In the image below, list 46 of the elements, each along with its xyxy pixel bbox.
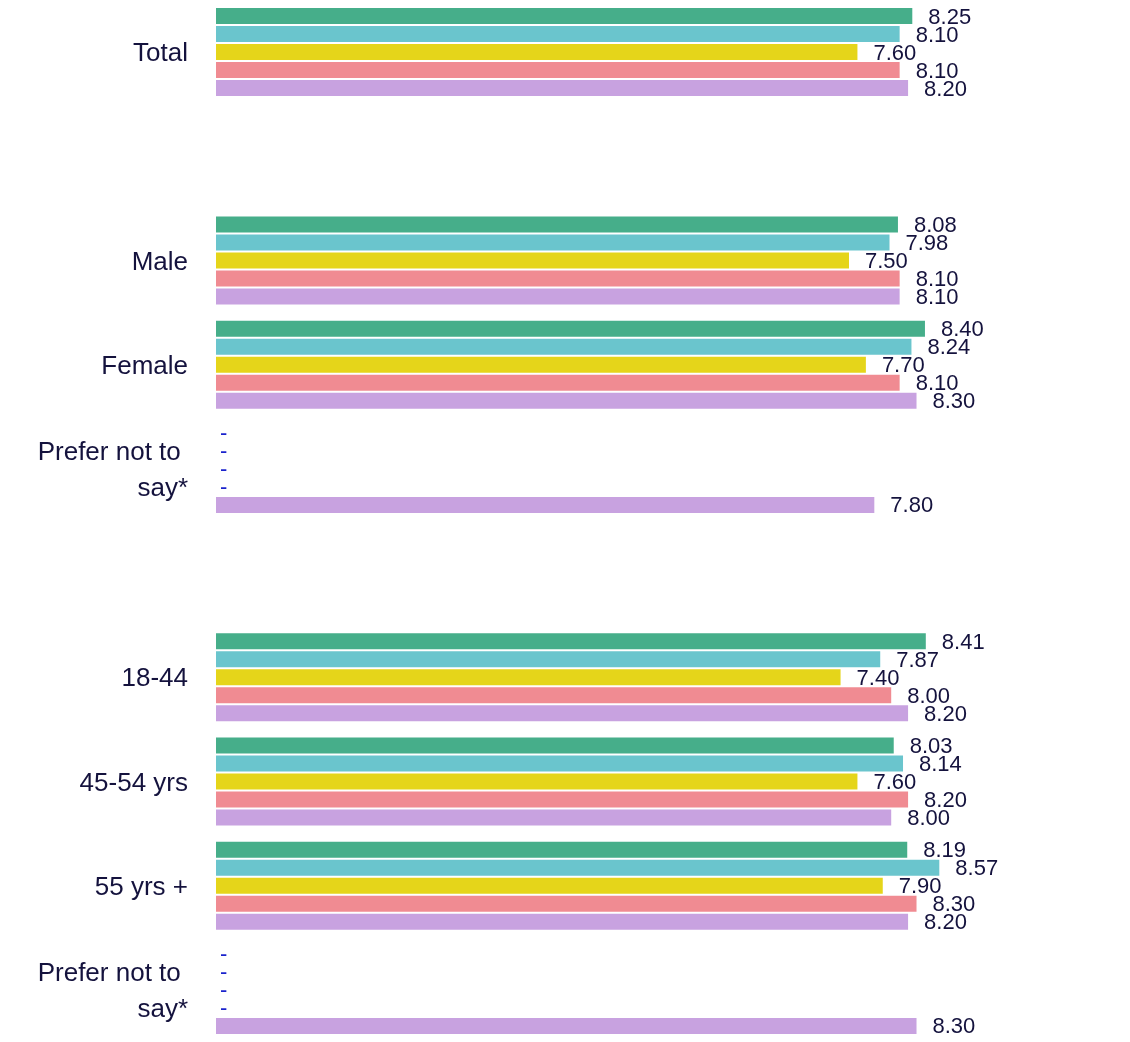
bar: [216, 44, 858, 61]
bar: [216, 374, 900, 391]
bar: [216, 737, 894, 754]
bar: [216, 755, 904, 772]
bar: [216, 80, 909, 97]
bar: [216, 895, 917, 912]
bar: [216, 841, 908, 858]
bar: [216, 687, 892, 704]
bar: [216, 252, 849, 269]
data-label: 8.41: [941, 628, 985, 654]
bar: [216, 809, 892, 826]
bar: [216, 216, 898, 233]
data-label: 7.60: [873, 769, 917, 794]
bar: [216, 651, 881, 668]
bar: [216, 633, 926, 650]
data-label: 7.80: [890, 492, 934, 518]
bar: [216, 320, 925, 337]
bar: [216, 773, 858, 790]
y-tick-label: Female: [101, 349, 188, 380]
bar: [216, 791, 909, 808]
y-tick-label: 55 yrs +: [94, 870, 188, 901]
bar: [216, 496, 875, 513]
bar: [216, 1017, 917, 1034]
bar: [216, 270, 900, 287]
bar: [216, 356, 866, 373]
bar: [216, 288, 900, 305]
data-label: 8.30: [932, 1013, 976, 1039]
bar: [216, 859, 940, 876]
y-tick-label: 18-44: [121, 662, 188, 693]
bar: [216, 877, 883, 894]
data-label: 7.50: [865, 248, 908, 273]
y-tick-label: Prefer not to say*: [37, 956, 188, 1023]
y-tick-label: Prefer not to say*: [37, 435, 188, 502]
bar: [216, 913, 909, 930]
bar: [216, 26, 900, 43]
y-tick-label: Total: [133, 37, 188, 68]
bar: [216, 338, 912, 355]
bar: [216, 669, 841, 686]
bar: [216, 392, 917, 409]
bar: [216, 705, 909, 722]
data-label: 7.60: [873, 39, 917, 65]
y-tick-label: 45-54 yrs: [79, 766, 188, 797]
bar: [216, 62, 900, 79]
y-tick-label: Male: [131, 245, 188, 276]
bar: [216, 234, 890, 251]
bar: [216, 8, 913, 25]
